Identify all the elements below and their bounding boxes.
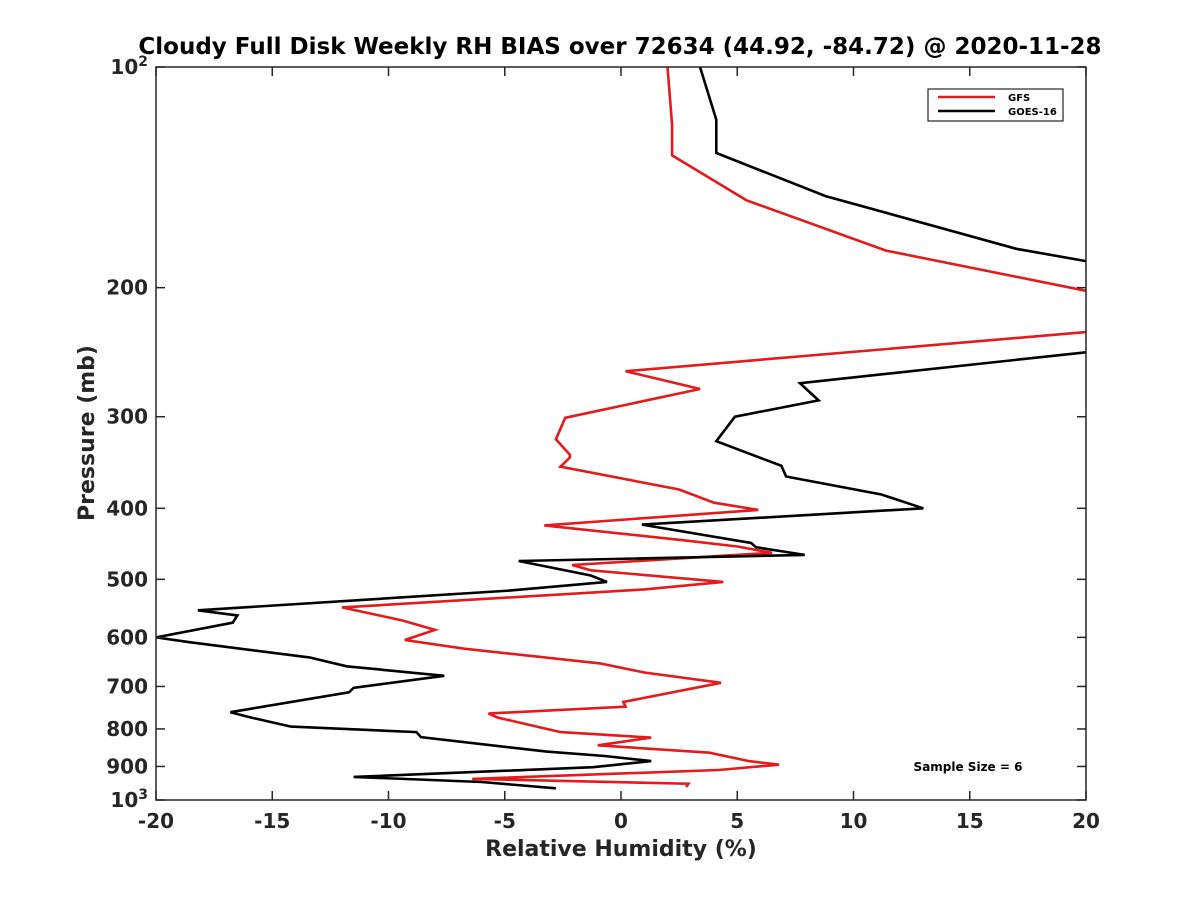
- series-line-goes16: [698, 66, 1087, 263]
- y-tick-label: 103: [110, 787, 148, 812]
- x-tick-label: 15: [956, 809, 984, 833]
- legend-label-gfs: GFS: [1008, 93, 1030, 104]
- y-tick-label: 700: [106, 674, 148, 698]
- series-line-goes16: [155, 351, 1087, 790]
- legend-label-goes16: GOES-16: [1008, 107, 1057, 118]
- x-tick-label: -15: [254, 809, 290, 833]
- series-line-gfs: [666, 66, 1087, 293]
- chart-title: Cloudy Full Disk Weekly RH BIAS over 726…: [138, 34, 1101, 60]
- y-tick-label: 900: [106, 754, 148, 778]
- y-axis: 102 200 300 400 500 600 700 800 900 103: [106, 54, 1086, 812]
- y-tick-label: 500: [106, 567, 148, 591]
- x-tick-label: -20: [138, 809, 174, 833]
- x-tick-label: -10: [370, 809, 406, 833]
- x-tick-label: 10: [840, 809, 868, 833]
- y-tick-label: 600: [106, 625, 148, 649]
- y-tick-label: 200: [106, 276, 148, 300]
- series-layer: [155, 66, 1087, 790]
- x-tick-label: 20: [1072, 809, 1100, 833]
- x-tick-label: 5: [730, 809, 744, 833]
- y-tick-label: 400: [106, 496, 148, 520]
- series-line-gfs: [341, 330, 1087, 788]
- x-axis: -20 -15 -10 -5 0 5 10 15 20: [138, 67, 1100, 833]
- x-tick-label: 0: [614, 809, 628, 833]
- plot-area: [156, 67, 1086, 800]
- y-tick-label: 300: [106, 405, 148, 429]
- legend: GFS GOES-16: [927, 88, 1064, 122]
- y-axis-title: Pressure (mb): [75, 345, 100, 521]
- sample-size-annotation: Sample Size = 6: [914, 760, 1023, 774]
- legend-box: [927, 88, 1064, 122]
- y-tick-label: 800: [106, 717, 148, 741]
- x-axis-title: Relative Humidity (%): [485, 837, 757, 862]
- y-tick-label: 102: [110, 54, 148, 79]
- x-tick-label: -5: [494, 809, 516, 833]
